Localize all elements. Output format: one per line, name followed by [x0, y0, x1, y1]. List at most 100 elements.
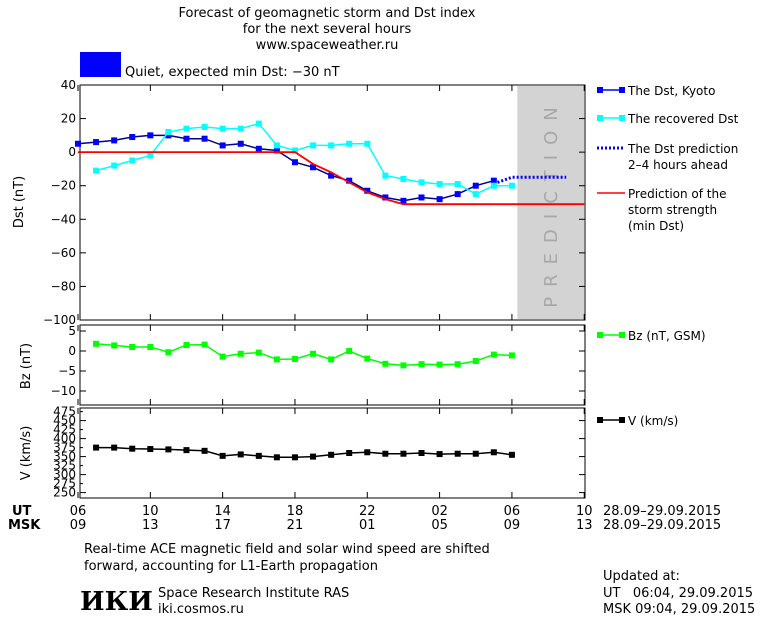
data-point [183, 135, 190, 142]
legend-marker [619, 115, 625, 121]
y-tick-label: 450 [53, 414, 76, 428]
series-line [77, 134, 495, 202]
data-point [129, 445, 136, 452]
data-point [472, 450, 479, 457]
legend-label: The recovered Dst [627, 112, 739, 126]
data-point [346, 177, 353, 184]
data-point [147, 132, 154, 139]
data-point [183, 342, 190, 348]
data-point [93, 167, 100, 174]
y-tick-label: −60 [51, 246, 76, 260]
status-color-swatch [80, 52, 121, 77]
data-point [165, 129, 172, 135]
data-point [219, 125, 226, 132]
ut-tick-label: 06 [70, 504, 87, 519]
y-tick-label: 325 [53, 459, 76, 473]
legend-label: Bz (nT, GSM) [628, 329, 706, 343]
data-point [436, 361, 443, 368]
data-point [201, 341, 208, 348]
institute-name: Space Research Institute RAS [158, 586, 349, 601]
y-tick-label: 0 [68, 145, 76, 159]
data-point [93, 444, 100, 451]
data-point [273, 454, 280, 461]
data-point [454, 450, 461, 457]
data-point [400, 450, 407, 457]
msk-tick-label: 13 [142, 518, 159, 533]
msk-tick-label: 13 [576, 518, 593, 533]
legend-marker [619, 332, 625, 338]
data-point [346, 450, 353, 456]
legend-label: V (km/s) [628, 414, 678, 428]
legend-label: The Dst prediction [627, 142, 738, 156]
y-tick-label: 5 [68, 324, 76, 338]
data-point [418, 450, 425, 456]
data-point [328, 172, 335, 179]
series-line [78, 151, 585, 206]
ut-date-range: 28.09–29.09.2015 [603, 504, 721, 519]
status-text: Quiet, expected min Dst: −30 nT [125, 65, 340, 80]
data-point [237, 140, 244, 147]
data-point [237, 125, 244, 132]
legend-marker [597, 332, 603, 338]
data-point [255, 145, 262, 152]
data-point [346, 348, 353, 354]
note-line1: Real-time ACE magnetic field and solar w… [84, 542, 490, 557]
data-point [273, 356, 280, 363]
data-point [454, 361, 461, 368]
msk-tick-label: 17 [214, 518, 231, 533]
legend-marker [597, 87, 603, 93]
y-tick-label: 400 [53, 432, 76, 446]
data-point [400, 197, 407, 204]
data-point [201, 135, 208, 142]
data-point [129, 157, 136, 164]
msk-axis-label: MSK [8, 518, 41, 533]
data-point [400, 176, 407, 182]
y-tick-label: −80 [51, 279, 76, 293]
legend-label: storm strength [628, 203, 717, 217]
data-point [310, 142, 317, 149]
data-point [255, 349, 262, 356]
data-point [418, 361, 425, 368]
y-tick-label: 20 [61, 112, 76, 126]
data-point [129, 134, 136, 141]
data-point [93, 340, 100, 347]
data-point [111, 162, 118, 169]
y-tick-label: 275 [53, 477, 76, 491]
v-panel-frame [79, 407, 586, 499]
bz-panel-frame [79, 324, 586, 406]
data-point [382, 360, 389, 367]
data-point [310, 350, 317, 357]
data-point [93, 139, 100, 146]
data-point [328, 356, 335, 363]
msk-tick-label: 21 [287, 518, 304, 533]
data-point [418, 179, 425, 186]
data-point [364, 449, 371, 456]
data-point [382, 172, 389, 179]
ut-tick-label: 02 [431, 504, 448, 519]
updated-ut: UT 06:04, 29.09.2015 [603, 586, 753, 601]
legend-marker [619, 87, 625, 93]
bz-ylabel: Bz (nT) [19, 343, 34, 389]
ut-tick-label: 22 [359, 504, 376, 519]
data-point [219, 142, 226, 149]
ut-tick-label: 06 [504, 504, 521, 519]
institute-site: iki.cosmos.ru [158, 602, 244, 617]
data-point [129, 344, 136, 350]
y-tick-label: −100 [43, 313, 76, 327]
y-tick-label: 250 [53, 486, 76, 500]
data-point [436, 451, 443, 458]
y-tick-label: −40 [51, 212, 76, 226]
data-point [111, 137, 118, 144]
msk-tick-label: 01 [359, 518, 376, 533]
data-point [472, 182, 479, 189]
y-tick-label: −20 [51, 179, 76, 193]
data-point [219, 353, 226, 360]
y-tick-label: 350 [53, 450, 76, 464]
data-point [183, 447, 190, 454]
data-point [310, 164, 317, 171]
ut-tick-label: 18 [287, 504, 304, 519]
dst-ylabel: Dst (nT) [12, 176, 27, 228]
y-tick-label: 475 [53, 405, 76, 419]
data-point [382, 194, 389, 201]
y-tick-label: 425 [53, 423, 76, 437]
